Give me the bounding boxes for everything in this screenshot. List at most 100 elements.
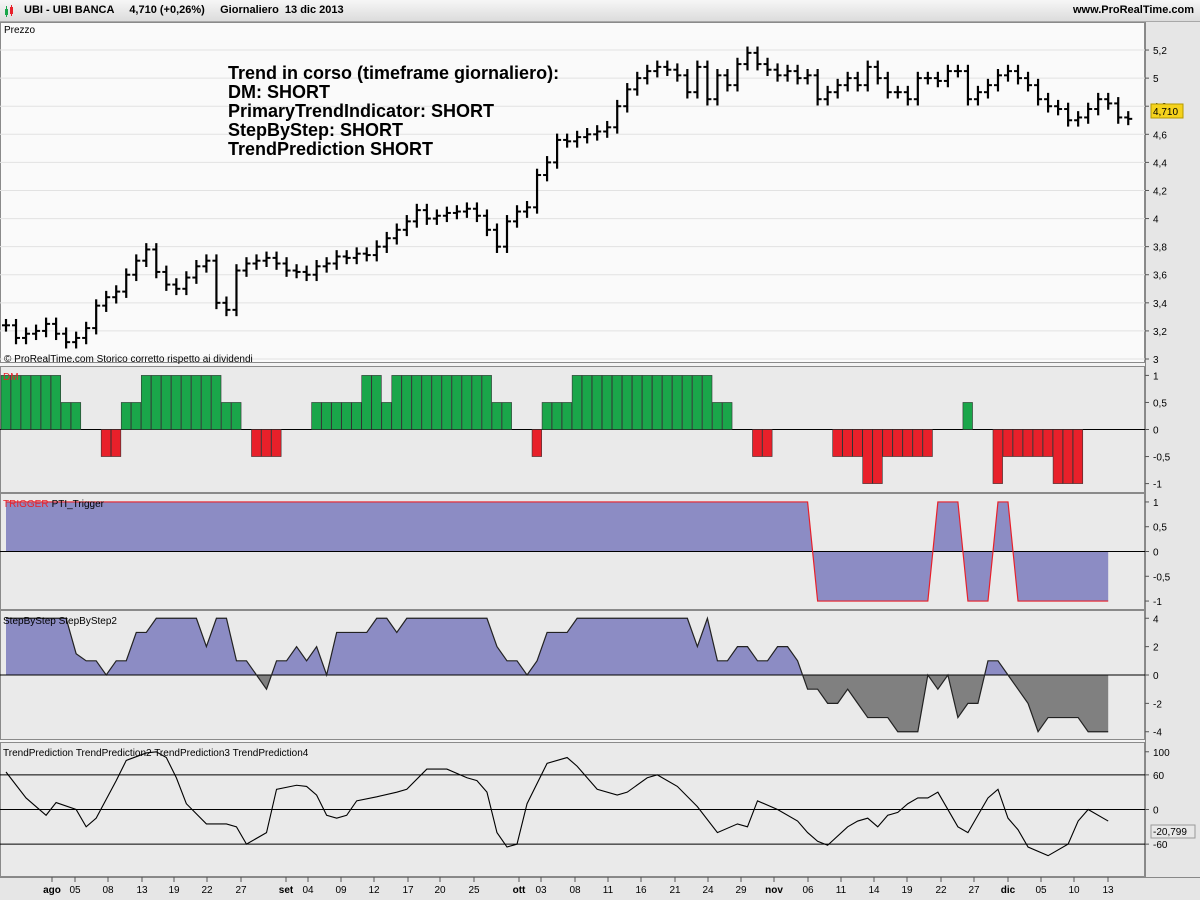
- dm-bar: [441, 375, 452, 430]
- y-tick-label: 3,6: [1153, 271, 1167, 282]
- dm-bar: [882, 429, 893, 457]
- x-tick-label: 22: [201, 885, 213, 896]
- trend-value-tag-text: -20,799: [1153, 827, 1187, 838]
- annotation-line-5: TrendPrediction SHORT: [228, 139, 433, 159]
- header-title: UBI - UBI BANCA 4,710 (+0,26%) Giornalie…: [24, 4, 344, 16]
- y-tick-label: 2: [1153, 643, 1159, 654]
- trigger-label: TRIGGER PTI_Trigger: [3, 499, 105, 510]
- x-tick-label: set: [279, 885, 294, 896]
- y-tick-label: 3,4: [1153, 299, 1167, 310]
- stepbystep-panel: 4 2 0 -2 -4: [0, 614, 1162, 739]
- x-tick-label: nov: [765, 885, 783, 896]
- area-negative: [6, 551, 1109, 602]
- y-tick-label: 0,5: [1153, 398, 1167, 409]
- dm-bar: [171, 375, 182, 430]
- site-link[interactable]: www.ProRealTime.com: [1072, 4, 1194, 16]
- dm-bar: [70, 402, 82, 430]
- x-tick-label: 13: [136, 885, 148, 896]
- y-tick-label: 0: [1153, 426, 1159, 437]
- y-tick-label: 0: [1153, 806, 1159, 817]
- area-negative: [6, 675, 1109, 732]
- price-change: 4,710 (+0,26%): [129, 4, 205, 16]
- annotation-line-1: Trend in corso (timeframe giornaliero):: [228, 63, 559, 83]
- x-tick-label: 05: [1035, 885, 1047, 896]
- dm-bar: [1032, 429, 1043, 457]
- period-date: Giornaliero 13 dic 2013: [220, 4, 344, 16]
- panel-frames: [0, 22, 1200, 900]
- dm-bar: [601, 375, 613, 430]
- panel-frame: [0, 22, 1145, 363]
- dm-bar: [682, 375, 693, 430]
- dm-bar: [611, 375, 623, 430]
- dm-bar: [551, 402, 562, 430]
- trigger-label-red: TRIGGER: [3, 499, 49, 510]
- dm-bar: [862, 429, 873, 484]
- annotation-line-4: StepByStep: SHORT: [228, 120, 403, 140]
- dm-bar: [461, 375, 472, 430]
- dm-bar: [762, 429, 773, 457]
- dm-bar: [471, 375, 482, 430]
- x-tick-label: 05: [69, 885, 81, 896]
- y-tick-label: 1: [1153, 498, 1159, 509]
- dm-bar: [651, 375, 663, 430]
- dm-bar: [421, 375, 432, 430]
- dm-bar: [311, 402, 322, 430]
- trigger-panel: 1 0,5 0 -0,5 -1: [0, 498, 1171, 608]
- dm-bar: [451, 375, 462, 430]
- dm-bar: [1012, 429, 1023, 457]
- x-tick-label: 04: [302, 885, 314, 896]
- dm-bar: [381, 402, 392, 430]
- chart-canvas: 33,23,43,63,844,24,44,64,855,2 10,50-0,5…: [0, 22, 1200, 900]
- dm-bar: [832, 429, 843, 457]
- x-tick-label: 12: [368, 885, 380, 896]
- dm-bar: [1002, 429, 1013, 457]
- dm-bar: [201, 375, 212, 430]
- y-tick-label: 5: [1153, 74, 1159, 85]
- x-tick-label: 19: [901, 885, 913, 896]
- y-tick-label: 4: [1153, 614, 1159, 625]
- y-tick-label: -60: [1153, 840, 1168, 851]
- y-tick-label: -2: [1153, 699, 1162, 710]
- dm-bar: [1062, 429, 1074, 484]
- dm-bar: [130, 402, 142, 430]
- dm-bar: [912, 429, 923, 457]
- symbol-name: UBI - UBI BANCA: [24, 4, 115, 16]
- current-price-tag: [1150, 103, 1184, 119]
- x-tick-label: 03: [535, 885, 547, 896]
- dm-bar: [581, 375, 593, 430]
- dm-bar: [501, 402, 512, 430]
- dm-panel: 1 0,5 0 -0,5 -1: [0, 371, 1171, 491]
- dm-bar: [692, 375, 703, 430]
- dm-bar: [631, 375, 643, 430]
- x-tick-label: 06: [802, 885, 814, 896]
- y-tick-label: 4,4: [1153, 158, 1167, 169]
- chart-header: UBI - UBI BANCA 4,710 (+0,26%) Giornalie…: [0, 0, 1200, 22]
- dm-bar: [431, 375, 442, 430]
- y-tick-label: 0,5: [1153, 523, 1167, 534]
- series-line: [6, 616, 1109, 734]
- dm-bar: [872, 429, 883, 484]
- dm-bar: [331, 402, 342, 430]
- dm-bar: [1072, 429, 1084, 484]
- dm-bar: [321, 402, 332, 430]
- dm-bar: [1042, 429, 1053, 457]
- trend-annotation: Trend in corso (timeframe giornaliero): …: [228, 63, 559, 159]
- x-tick-label: 17: [402, 885, 414, 896]
- dm-bar: [231, 402, 242, 430]
- trendprediction-label: TrendPrediction TrendPrediction2 TrendPr…: [3, 748, 309, 759]
- x-tick-label: dic: [1001, 885, 1016, 896]
- dm-label: DM: [3, 372, 19, 383]
- dm-bar: [902, 429, 913, 457]
- dm-bar: [702, 375, 713, 430]
- x-tick-label: 11: [603, 885, 614, 896]
- dm-bar: [30, 375, 41, 430]
- annotation-line-2: DM: SHORT: [228, 82, 330, 102]
- dm-bar: [120, 402, 132, 430]
- dm-bar: [221, 402, 232, 430]
- x-tick-label: ott: [513, 885, 526, 896]
- x-tick-label: 08: [102, 885, 114, 896]
- y-tick-label: -0,5: [1153, 572, 1171, 583]
- dm-bar: [411, 375, 422, 430]
- x-tick-label: 13: [1102, 885, 1114, 896]
- dm-bar: [1022, 429, 1033, 457]
